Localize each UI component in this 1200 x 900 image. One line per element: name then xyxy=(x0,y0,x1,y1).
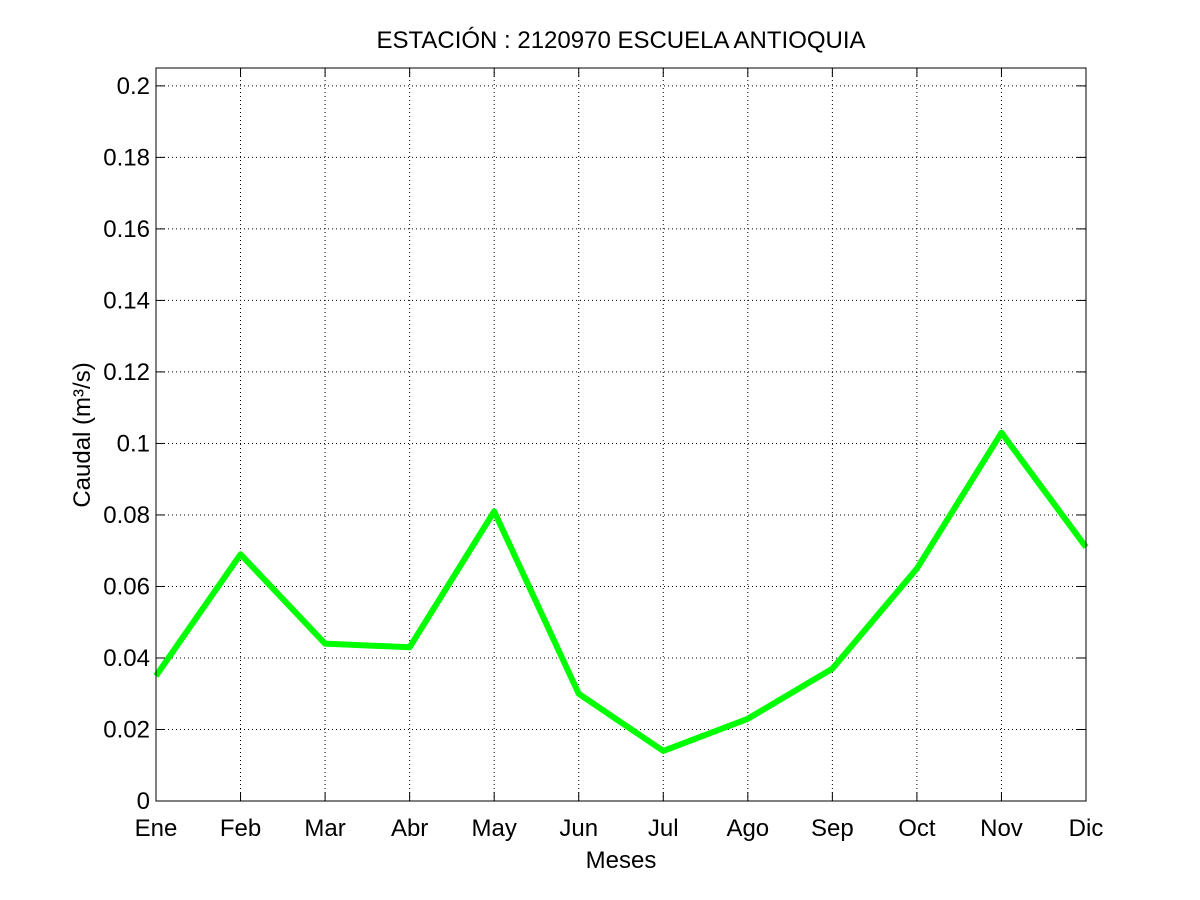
chart-title: ESTACIÓN : 2120970 ESCUELA ANTIOQUIA xyxy=(376,27,865,54)
x-tick-label: Sep xyxy=(811,815,854,842)
y-tick-label: 0.08 xyxy=(103,502,150,529)
x-tick-label: Abr xyxy=(391,815,428,842)
x-tick-label: Nov xyxy=(980,815,1023,842)
x-tick-label: Dic xyxy=(1069,815,1104,842)
y-tick-label: 0.04 xyxy=(103,645,150,672)
x-tick-label: Ago xyxy=(726,815,769,842)
x-tick-label: Feb xyxy=(220,815,261,842)
y-axis-label: Caudal (m³/s) xyxy=(69,362,96,507)
y-tick-label: 0 xyxy=(137,788,150,815)
y-tick-label: 0.14 xyxy=(103,287,150,314)
plot-frame xyxy=(155,67,1087,802)
y-tick-label: 0.12 xyxy=(103,359,150,386)
x-tick-label: Mar xyxy=(304,815,345,842)
x-tick-label: May xyxy=(472,815,517,842)
x-tick-labels: Ene Feb Mar Abr May Jun Jul Ago Sep Oct Nov Dic xyxy=(135,815,1104,842)
y-tick-label: 0.1 xyxy=(117,430,150,457)
x-tick-label: Jul xyxy=(648,815,679,842)
series-line xyxy=(153,429,1089,754)
gridlines xyxy=(156,68,1086,801)
y-tick-labels: 0 0.02 0.04 0.06 0.08 0.1 0.12 0.14 0.16 0.18 0.2 xyxy=(103,73,150,815)
y-tick-label: 0.06 xyxy=(103,573,150,600)
x-axis-label: Meses xyxy=(586,847,657,874)
y-tick-label: 0.16 xyxy=(103,216,150,243)
y-tick-label: 0.02 xyxy=(103,716,150,743)
x-tick-label: Ene xyxy=(135,815,178,842)
y-tick-label: 0.18 xyxy=(103,144,150,171)
x-tick-label: Jun xyxy=(559,815,598,842)
y-tick-label: 0.2 xyxy=(117,73,150,100)
tick-marks xyxy=(155,68,1087,802)
x-tick-label: Oct xyxy=(898,815,936,842)
